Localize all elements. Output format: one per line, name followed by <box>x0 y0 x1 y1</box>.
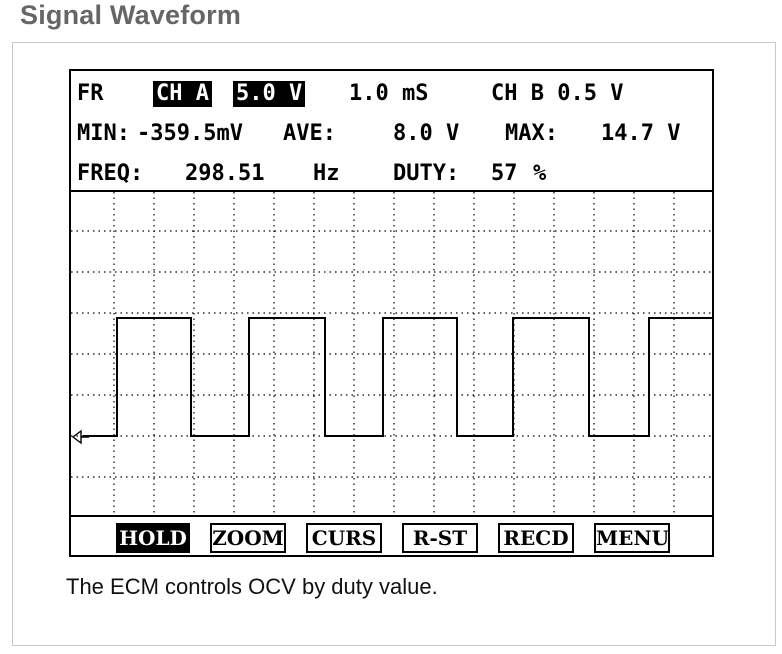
waveform-plot <box>71 192 712 514</box>
signal-trace <box>83 317 712 437</box>
volts-per-div[interactable]: 5.0 V <box>233 81 306 107</box>
channel-a-indicator[interactable]: CH A <box>153 81 212 107</box>
oscilloscope-screen: FR CH A 5.0 V 1.0 mS CH B 0.5 V MIN: -35… <box>69 69 714 557</box>
waveform-svg <box>71 192 712 514</box>
ave-value: 8.0 V <box>393 121 460 146</box>
channel-b-indicator: CH B 0.5 V <box>491 81 624 106</box>
freq-value: 298.51 <box>185 161 265 186</box>
zoom-button[interactable]: ZOOM <box>210 523 286 553</box>
min-label: MIN: <box>77 121 130 146</box>
page-title: Signal Waveform <box>20 0 242 30</box>
duty-label: DUTY: <box>393 161 460 186</box>
min-value: -359.5mV <box>137 121 243 146</box>
ave-label: AVE: <box>283 121 336 146</box>
caption: The ECM controls OCV by duty value. <box>66 574 438 599</box>
mode-label: FR <box>77 81 104 106</box>
recd-button[interactable]: RECD <box>498 523 574 553</box>
duty-value: 57 <box>491 161 518 186</box>
menu-button[interactable]: MENU <box>594 523 670 553</box>
max-value: 14.7 V <box>601 121 681 146</box>
hold-button[interactable]: HOLD <box>116 523 190 553</box>
softkey-bar: HOLD ZOOM CURS R-ST RECD MENU <box>71 515 712 555</box>
freq-unit: Hz <box>313 161 340 186</box>
grid <box>71 192 712 514</box>
curs-button[interactable]: CURS <box>306 523 382 553</box>
freq-label: FREQ: <box>77 161 144 186</box>
r-st-button[interactable]: R-ST <box>402 523 478 553</box>
duty-unit: % <box>533 161 547 186</box>
max-label: MAX: <box>505 121 558 146</box>
scope-header: FR CH A 5.0 V 1.0 mS CH B 0.5 V MIN: -35… <box>71 71 712 192</box>
content-frame <box>12 42 776 646</box>
time-per-div: 1.0 mS <box>349 81 429 106</box>
